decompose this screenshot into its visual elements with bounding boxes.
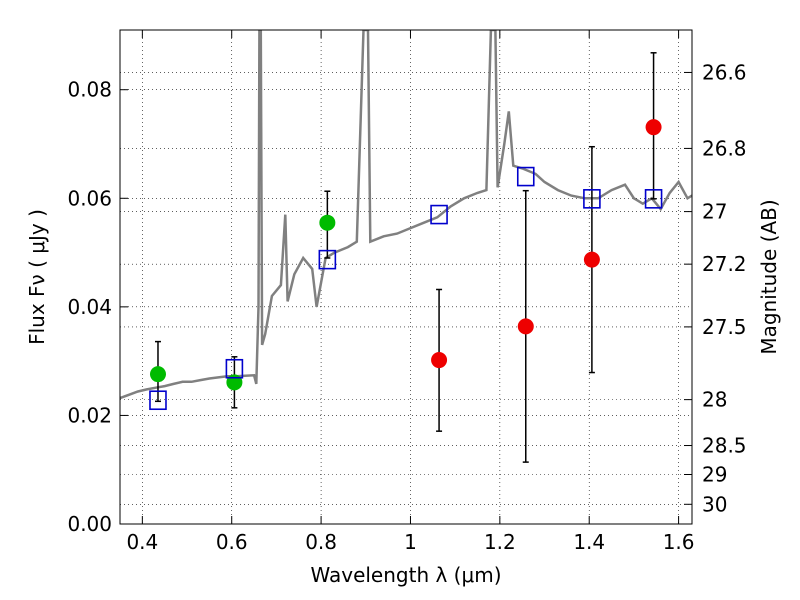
x-tick-label: 1.4 — [573, 530, 605, 554]
grid — [120, 30, 692, 525]
x-tick-label: 1.6 — [663, 530, 695, 554]
model-photometry-square — [225, 358, 244, 379]
magnitude-tick-label: 30 — [702, 492, 727, 516]
green-data-point — [319, 214, 336, 231]
green-data-point — [226, 374, 243, 391]
red-data-point — [431, 352, 448, 369]
model-photometry-square — [644, 189, 663, 209]
ticks-layer: 0.4 0.6 0.8 1 1.2 1.4 1.6 0.00 0.02 0.04 0.06 0.08 2… — [67, 30, 747, 554]
model-photometry-square — [516, 166, 535, 187]
model-photometry-square — [430, 204, 448, 225]
y-tick-label: 0.02 — [67, 403, 112, 427]
y-tick-label: 0.06 — [67, 186, 112, 210]
errorbar-layer — [154, 52, 657, 463]
red-data-point — [517, 318, 534, 335]
x-tick-label: 0.8 — [305, 530, 337, 554]
model-photometry-square — [149, 390, 167, 411]
magnitude-tick-label: 27.5 — [702, 315, 747, 339]
magnitude-tick-label: 28.5 — [702, 434, 747, 458]
y2-axis-label: Magnitude (AB) — [757, 199, 781, 354]
red-data-point — [583, 251, 600, 268]
plot-frame — [119, 29, 693, 525]
magnitude-tick-label: 27.2 — [702, 252, 747, 276]
spectrum-layer — [120, 30, 692, 400]
red-data-point — [645, 119, 662, 136]
model-spectrum-line — [120, 30, 692, 400]
points-layer — [149, 119, 663, 411]
x-tick-label: 1 — [404, 530, 417, 554]
y-tick-label: 0.04 — [67, 295, 112, 319]
magnitude-tick-label: 26.6 — [702, 60, 747, 84]
magnitude-tick-label: 29 — [702, 462, 727, 486]
magnitude-tick-label: 27 — [702, 200, 727, 224]
x-tick-label: 1.2 — [484, 530, 516, 554]
x-axis-label: Wavelength λ (μm) — [310, 563, 501, 587]
magnitude-tick-label: 28 — [702, 388, 727, 412]
x-tick-label: 0.4 — [126, 530, 158, 554]
magnitude-tick-label: 26.8 — [702, 136, 747, 160]
x-tick-label: 0.6 — [216, 530, 248, 554]
model-photometry-square — [318, 249, 337, 270]
y-tick-label: 0.08 — [67, 78, 112, 102]
model-photometry-square — [583, 189, 601, 209]
y-tick-label: 0.00 — [67, 512, 112, 536]
green-data-point — [149, 366, 166, 383]
y-axis-label: Flux Fν ( μJy ) — [25, 209, 49, 345]
